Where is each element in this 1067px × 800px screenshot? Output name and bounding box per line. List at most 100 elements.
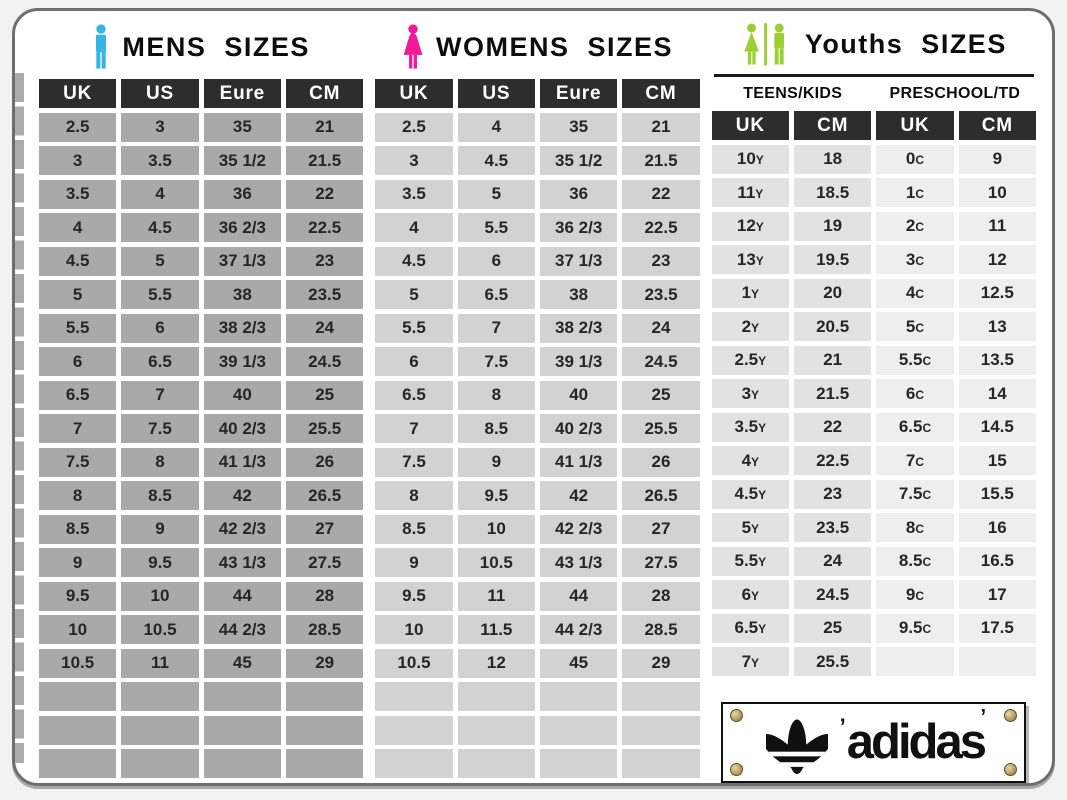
table-cell: 27 bbox=[622, 514, 700, 544]
table-cell: 45 bbox=[539, 648, 618, 678]
preschool-td-label: PRESCHOOL/TD bbox=[889, 85, 1021, 103]
table-cell: 1y bbox=[711, 278, 789, 308]
table-cell: 35 bbox=[539, 112, 618, 142]
table-cell: 26 bbox=[622, 447, 700, 477]
table-cell: 6 bbox=[457, 246, 535, 276]
table-cell: 22 bbox=[622, 179, 700, 209]
table-cell: 5.5y bbox=[711, 546, 789, 576]
table-cell: 9.5 bbox=[121, 548, 199, 577]
table-cell: 4y bbox=[711, 446, 789, 476]
table-cell: 6.5 bbox=[457, 280, 535, 309]
table-cell: 36 2/3 bbox=[539, 213, 618, 242]
table-cell: 4 bbox=[121, 179, 199, 209]
table-cell: 42 2/3 bbox=[203, 514, 281, 544]
table-cell: 11y bbox=[711, 178, 789, 208]
table-cell: 35 bbox=[203, 112, 281, 142]
table-cell-empty bbox=[622, 749, 700, 778]
table-cell: 29 bbox=[285, 648, 364, 678]
table-cell: 10y bbox=[711, 144, 789, 174]
table-cell: 12y bbox=[711, 211, 789, 241]
table-cell-empty bbox=[539, 682, 618, 711]
womens-table: UK US Eure CM 2.5 4 35 21 3 4.5 35 1/2 21.5 3.5 5 36 22… bbox=[375, 79, 700, 778]
table-cell: 7 bbox=[375, 414, 453, 443]
table-cell: 24.5 bbox=[285, 347, 364, 376]
table-cell: 27.5 bbox=[622, 548, 700, 577]
table-cell: 13y bbox=[711, 245, 789, 275]
table-cell: 23.5 bbox=[622, 280, 700, 309]
table-cell: 26 bbox=[285, 447, 364, 477]
table-cell: 38 2/3 bbox=[203, 313, 281, 343]
table-cell: 8 bbox=[121, 447, 199, 477]
table-cell: 16 bbox=[958, 513, 1036, 543]
table-cell: 44 2/3 bbox=[203, 615, 281, 644]
table-cell: 2y bbox=[711, 312, 789, 342]
table-cell: 7.5c bbox=[876, 479, 954, 509]
table-cell: 9.5 bbox=[375, 581, 453, 611]
table-cell: 5 bbox=[39, 280, 117, 309]
table-cell-empty bbox=[285, 715, 364, 745]
youths-group-labels: TEENS/KIDS PRESCHOOL/TD bbox=[712, 81, 1036, 107]
table-cell-empty bbox=[203, 682, 281, 711]
table-cell: 25.5 bbox=[793, 647, 872, 677]
table-cell: 25 bbox=[285, 380, 364, 410]
table-cell: 3 bbox=[39, 146, 117, 175]
table-cell: 16.5 bbox=[958, 546, 1036, 576]
table-cell: 27.5 bbox=[285, 548, 364, 577]
youths-table: UK CM UK CM 10y 18 0c 9 11y 18.5 1c 10 12y 19 2c 11 13y 1… bbox=[711, 111, 1036, 677]
table-cell-empty bbox=[375, 715, 453, 745]
table-cell: 11 bbox=[457, 581, 535, 611]
table-cell: 8 bbox=[39, 481, 117, 510]
teens-kids-label: TEENS/KIDS bbox=[743, 85, 843, 103]
table-cell: 24 bbox=[793, 546, 872, 576]
table-cell: 35 1/2 bbox=[539, 146, 618, 175]
table-cell: 44 2/3 bbox=[539, 615, 618, 644]
table-cell bbox=[876, 647, 954, 677]
adidas-trefoil-icon bbox=[765, 719, 828, 774]
table-cell: 11 bbox=[121, 648, 199, 678]
table-cell-empty bbox=[203, 749, 281, 778]
table-cell-empty bbox=[457, 682, 535, 711]
table-cell: 5 bbox=[457, 179, 535, 209]
table-cell-empty bbox=[285, 749, 364, 778]
table-cell-empty bbox=[375, 682, 453, 711]
table-cell: 5.5c bbox=[876, 345, 954, 375]
table-cell: 6.5 bbox=[375, 380, 453, 410]
table-cell: 22 bbox=[285, 179, 364, 209]
table-cell: 4.5y bbox=[711, 479, 789, 509]
table-cell: 5c bbox=[876, 312, 954, 342]
table-cell: 15.5 bbox=[958, 479, 1036, 509]
table-cell-empty bbox=[121, 715, 199, 745]
table-cell: 6 bbox=[121, 313, 199, 343]
table-cell-empty bbox=[285, 682, 364, 711]
table-cell-empty bbox=[121, 749, 199, 778]
table-cell: 26.5 bbox=[285, 481, 364, 510]
table-cell-empty bbox=[375, 749, 453, 778]
table-cell: 28.5 bbox=[622, 615, 700, 644]
table-cell: 21 bbox=[285, 112, 364, 142]
table-cell: 5.5 bbox=[39, 313, 117, 343]
table-cell: 10 bbox=[457, 514, 535, 544]
screw-icon bbox=[730, 763, 744, 777]
table-cell: 22 bbox=[793, 412, 872, 442]
table-cell: 2c bbox=[876, 211, 954, 241]
table-cell: 9 bbox=[958, 144, 1036, 174]
table-cell: 23.5 bbox=[793, 513, 872, 543]
table-cell: 3.5 bbox=[121, 146, 199, 175]
table-cell: 43 1/3 bbox=[203, 548, 281, 577]
table-cell: 41 1/3 bbox=[539, 447, 618, 477]
youths-title-row: Youths SIZES bbox=[712, 21, 1036, 68]
table-cell: 23.5 bbox=[285, 280, 364, 309]
table-cell: 22.5 bbox=[285, 213, 364, 242]
table-cell: 18.5 bbox=[793, 178, 872, 208]
table-cell: 35 1/2 bbox=[203, 146, 281, 175]
screw-icon bbox=[730, 709, 744, 723]
table-cell bbox=[958, 647, 1036, 677]
table-cell: 12 bbox=[958, 245, 1036, 275]
screw-icon bbox=[1004, 763, 1018, 777]
table-cell: 7y bbox=[711, 647, 789, 677]
table-cell: 8.5 bbox=[457, 414, 535, 443]
table-cell: 21 bbox=[793, 345, 872, 375]
table-cell: 11 bbox=[958, 211, 1036, 241]
table-cell: 9.5 bbox=[39, 581, 117, 611]
table-cell: 3.5 bbox=[375, 179, 453, 209]
